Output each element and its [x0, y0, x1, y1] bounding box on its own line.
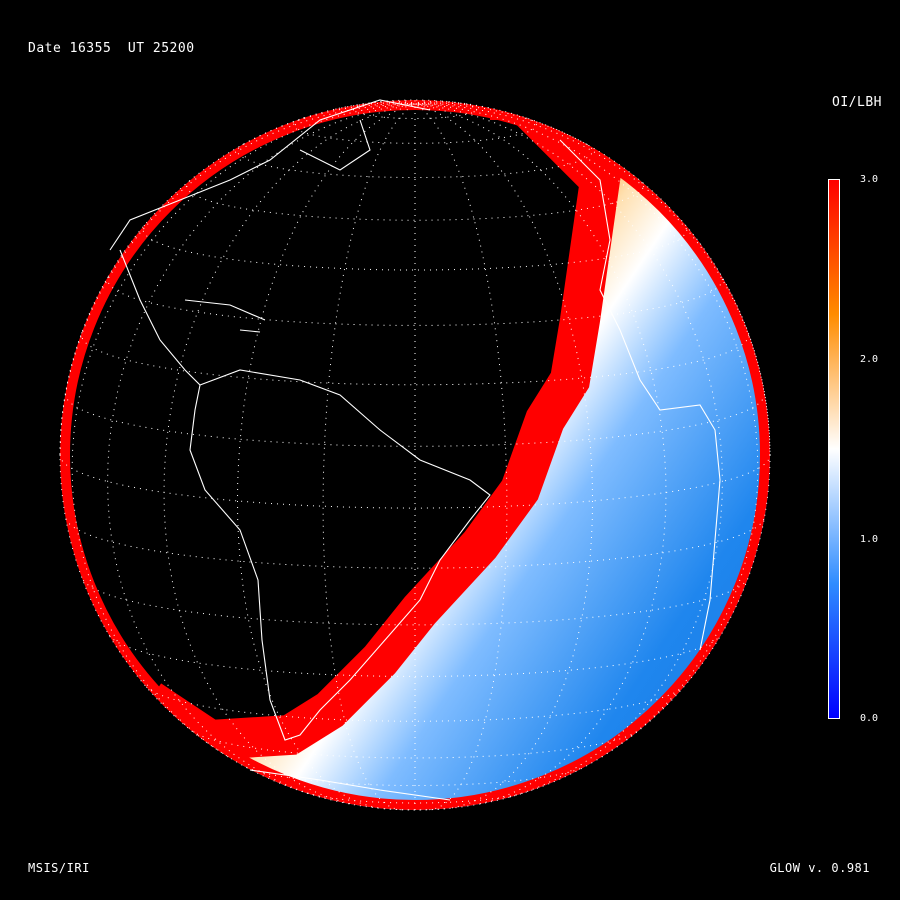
longitude-line — [414, 103, 771, 456]
model-label: MSIS/IRI — [28, 861, 90, 875]
colorbar-title: OI/LBH — [832, 95, 882, 110]
date-ut-label: Date 16355 UT 25200 — [28, 41, 195, 56]
longitude-line — [322, 103, 416, 811]
colorbar-tick-2: 2.0 — [860, 354, 879, 365]
colorbar-tick-1: 1.0 — [860, 534, 879, 545]
longitude-line — [414, 102, 495, 110]
colorbar — [828, 179, 840, 719]
globe-limb — [59, 99, 771, 811]
latitude-line — [236, 143, 594, 178]
latitude-line — [82, 579, 748, 626]
longitude-line — [414, 103, 508, 811]
coastlines — [109, 99, 721, 801]
version-label: GLOW v. 0.981 — [769, 861, 870, 875]
colorbar-tick-max: 3.0 — [860, 174, 879, 185]
latitude-line — [59, 454, 771, 509]
dayglow-region — [60, 100, 770, 810]
latitude-line — [64, 393, 766, 447]
latitude-line — [293, 117, 537, 144]
colorbar-tick-min: 0.0 — [860, 713, 879, 724]
latitude-line — [186, 180, 644, 221]
longitude-line — [335, 102, 416, 110]
